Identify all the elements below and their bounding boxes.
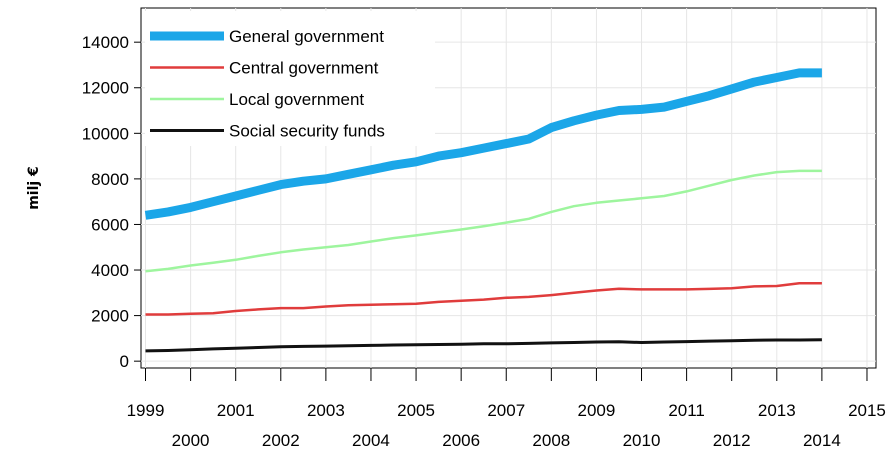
series-line-local-government (145, 169, 822, 273)
x-tick-label: 2009 (578, 401, 616, 420)
x-tick-label: 2000 (172, 431, 210, 450)
x-tick-label: 2007 (487, 401, 525, 420)
legend-label: Social security funds (229, 122, 385, 141)
series-lines (144, 68, 822, 353)
legend-label: Central government (229, 59, 379, 78)
x-axis-ticks: 1999 2000 2001 2002 2003 2004 2005 2006 2007 2008… (127, 368, 886, 450)
x-tick-label: 2005 (397, 401, 435, 420)
y-tick-label: 2000 (91, 307, 129, 326)
x-tick-label: 2013 (758, 401, 796, 420)
y-tick-label: 0 (120, 352, 129, 371)
y-tick-label: 8000 (91, 170, 129, 189)
x-tick-label: 2008 (532, 431, 570, 450)
legend-label: Local government (229, 90, 364, 109)
x-tick-label: 2012 (713, 431, 751, 450)
y-tick-label: 6000 (91, 215, 129, 234)
x-tick-label: 2001 (217, 401, 255, 420)
x-tick-label: 2002 (262, 431, 300, 450)
series-line-central-government (145, 281, 822, 316)
y-tick-label: 12000 (82, 79, 129, 98)
y-axis-label: milj € (26, 166, 42, 210)
y-tick-label: 4000 (91, 261, 129, 280)
series-line-social-security-funds (145, 338, 822, 353)
x-tick-label: 2015 (848, 401, 886, 420)
legend-label: General government (229, 27, 384, 46)
x-tick-label: 2004 (352, 431, 390, 450)
x-tick-label: 1999 (127, 401, 165, 420)
x-tick-label: 2011 (668, 401, 705, 420)
y-axis-ticks: 0 2000 4000 6000 8000 10000 12000 14000 (82, 33, 141, 371)
x-tick-label: 2006 (442, 431, 480, 450)
y-tick-label: 10000 (82, 124, 129, 143)
x-tick-label: 2010 (623, 431, 661, 450)
x-tick-label: 2014 (803, 431, 841, 450)
x-tick-label: 2003 (307, 401, 345, 420)
y-tick-label: 14000 (82, 33, 129, 52)
legend: General government Central government Loca… (145, 11, 435, 146)
series-line-general-government (144, 68, 822, 220)
